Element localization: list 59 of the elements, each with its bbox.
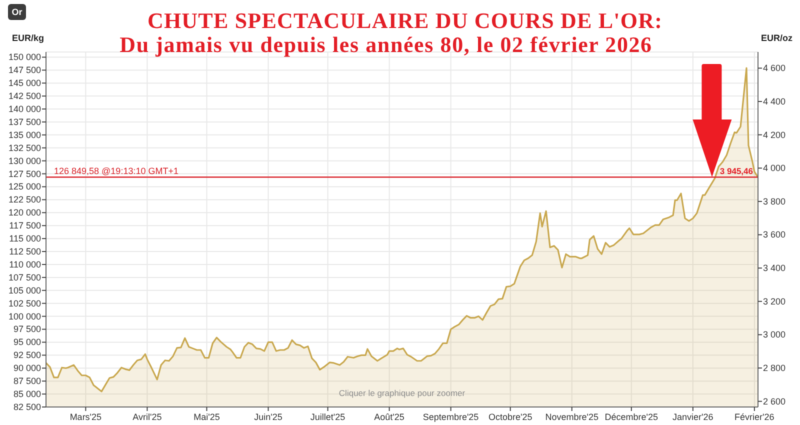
x-tick-label: Mai'25 — [194, 412, 220, 422]
y-tick-label: 87 500 — [13, 376, 41, 386]
y-tick-label: 147 500 — [8, 65, 41, 76]
x-tick-label: Avril'25 — [132, 412, 162, 422]
y2-tick-label: 4 600 — [763, 63, 786, 74]
y2-tick-label: 2 600 — [763, 396, 786, 406]
y2-tick-label: 3 200 — [763, 296, 786, 306]
y-tick-label: 150 000 — [8, 52, 41, 62]
x-tick-label: Mars'25 — [70, 412, 102, 422]
x-tick-label: Octobre'25 — [488, 412, 532, 422]
y-tick-label: 140 000 — [8, 104, 41, 114]
y-tick-label: 105 000 — [8, 285, 41, 296]
y-tick-label: 92 500 — [13, 350, 41, 360]
chart-title: CHUTE SPECTACULAIRE DU COURS DE L'OR: — [147, 8, 663, 33]
x-tick-label: Février'26 — [734, 412, 774, 422]
y-tick-label: 142 500 — [8, 91, 41, 102]
y2-tick-label: 3 000 — [763, 330, 786, 340]
y-axis-title: EUR/kg — [10, 32, 44, 44]
annotation: 3 945,46 — [720, 166, 754, 176]
x-tick-label: Janvier'26 — [672, 412, 714, 422]
y-tick-label: 115 000 — [9, 234, 41, 244]
y-tick-label: 100 000 — [8, 311, 41, 322]
x-tick-label: Septembre'25 — [422, 412, 479, 422]
y-tick-label: 130 000 — [8, 156, 41, 166]
ref-line-label: 126 849,58 @19:13:10 GMT+1 — [54, 166, 178, 176]
y-tick-label: 120 000 — [8, 208, 41, 218]
y2-tick-label: 2 800 — [763, 362, 786, 373]
y-tick-label: 117 500 — [9, 220, 41, 231]
y-tick-label: 132 500 — [8, 142, 41, 153]
y-tick-label: 145 000 — [8, 78, 41, 88]
y-tick-label: 107 500 — [8, 272, 41, 282]
y-tick-label: 125 000 — [8, 182, 41, 192]
y-tick-label: 112 500 — [9, 246, 41, 256]
y2-tick-label: 4 000 — [763, 163, 786, 174]
y-tick-label: 110 000 — [9, 259, 41, 270]
y-tick-label: 85 000 — [13, 389, 41, 400]
y-tick-label: 82 500 — [13, 402, 41, 412]
y-tick-label: 102 500 — [8, 298, 41, 308]
y2-tick-label: 4 200 — [763, 130, 786, 140]
x-tick-label: Juin'25 — [254, 412, 282, 422]
x-tick-label: Décembre'25 — [604, 412, 658, 422]
chart-subtitle: Du jamais vu depuis les années 80, le 02 février 2026 — [120, 32, 652, 57]
text: Or — [8, 4, 26, 20]
x-tick-label: Août'25 — [374, 412, 404, 422]
x-tick-label: Novembre'25 — [545, 412, 598, 422]
y-tick-label: 135 000 — [8, 130, 41, 140]
y2-tick-label: 3 600 — [763, 230, 786, 240]
y-tick-label: 122 500 — [8, 194, 41, 205]
y-tick-label: 90 000 — [13, 363, 41, 374]
y2-tick-label: 4 400 — [763, 96, 786, 106]
y-tick-label: 127 500 — [8, 168, 41, 179]
y-tick-label: 97 500 — [13, 324, 41, 334]
y2-axis-title: EUR/oz — [761, 32, 792, 44]
y-tick-label: 137 500 — [8, 116, 41, 127]
y-tick-label: 95 000 — [13, 337, 41, 348]
y2-tick-label: 3 400 — [763, 263, 786, 274]
annotation: Cliquer le graphique pour zoomer — [338, 387, 466, 399]
y2-tick-label: 3 800 — [763, 196, 786, 206]
x-tick-label: Juillet'25 — [310, 412, 346, 422]
